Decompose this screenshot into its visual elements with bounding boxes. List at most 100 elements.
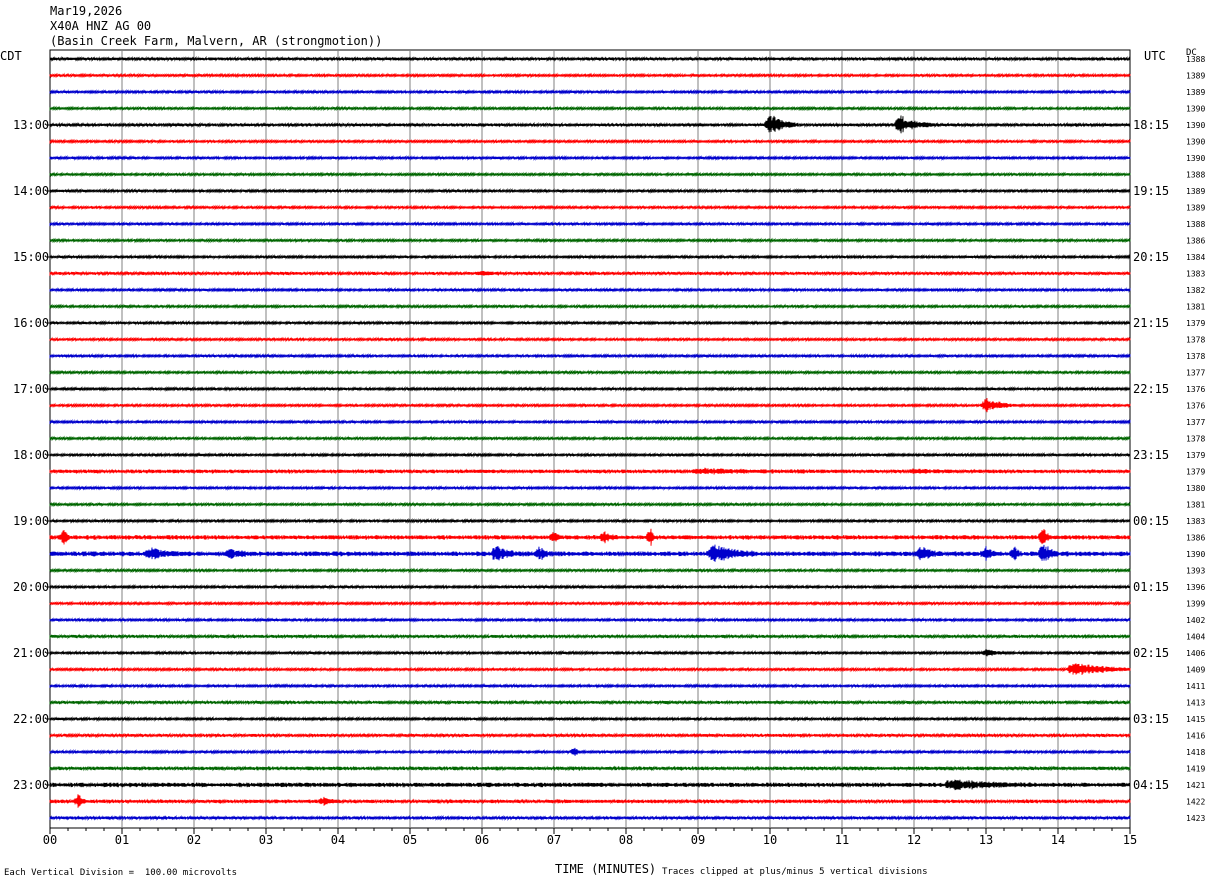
- dc-offset-value: 1399: [1186, 600, 1205, 609]
- dc-offset-value: 1388: [1186, 171, 1205, 180]
- utc-hour-label: 02:15: [1133, 646, 1169, 660]
- dc-offset-value: 1389: [1186, 72, 1205, 81]
- x-tick-label: 00: [43, 833, 57, 847]
- seismic-trace: [49, 451, 1131, 458]
- seismic-trace: [49, 501, 1131, 508]
- seismic-trace: [49, 567, 1131, 574]
- dc-offset-value: 1396: [1186, 583, 1205, 592]
- dc-offset-value: 1377: [1186, 369, 1205, 378]
- seismic-trace: [49, 600, 1131, 607]
- dc-offset-value: 1419: [1186, 765, 1205, 774]
- seismic-trace: [49, 528, 1131, 546]
- x-tick-label: 05: [403, 833, 417, 847]
- seismic-trace: [49, 682, 1131, 689]
- x-tick-label: 15: [1123, 833, 1137, 847]
- dc-offset-value: 1390: [1186, 154, 1205, 163]
- dc-offset-value: 1379: [1186, 468, 1205, 477]
- dc-offset-value: 1393: [1186, 567, 1205, 576]
- x-tick-label: 10: [763, 833, 777, 847]
- seismic-trace: [49, 253, 1131, 260]
- dc-offset-value: 1421: [1186, 781, 1205, 790]
- seismic-trace: [49, 237, 1131, 244]
- seismic-trace: [49, 397, 1131, 413]
- x-tick-label: 03: [259, 833, 273, 847]
- seismic-trace: [49, 663, 1131, 675]
- dc-offset-label: DC: [1186, 48, 1197, 58]
- seismic-trace: [49, 105, 1131, 112]
- utc-hour-label: 04:15: [1133, 778, 1169, 792]
- utc-hour-label: 22:15: [1133, 382, 1169, 396]
- dc-offset-value: 1402: [1186, 616, 1205, 625]
- seismic-trace: [49, 286, 1131, 293]
- seismic-trace: [49, 171, 1131, 178]
- dc-offset-value: 1379: [1186, 319, 1205, 328]
- local-hour-label: 17:00: [13, 382, 49, 396]
- seismic-trace: [49, 369, 1131, 376]
- utc-hour-label: 01:15: [1133, 580, 1169, 594]
- dc-offset-value: 1390: [1186, 138, 1205, 147]
- dc-offset-value: 1381: [1186, 501, 1205, 510]
- dc-offset-value: 1418: [1186, 748, 1205, 757]
- seismic-trace: [49, 385, 1131, 392]
- seismic-trace: [49, 220, 1131, 227]
- seismic-trace: [49, 72, 1131, 79]
- dc-offset-value: 1379: [1186, 451, 1205, 460]
- dc-offset-value: 1423: [1186, 814, 1205, 823]
- local-hour-label: 15:00: [13, 250, 49, 264]
- seismic-trace: [49, 649, 1131, 657]
- dc-offset-value: 1415: [1186, 715, 1205, 724]
- utc-hour-label: 19:15: [1133, 184, 1169, 198]
- dc-offset-value: 1386: [1186, 237, 1205, 246]
- seismic-trace: [49, 633, 1131, 640]
- dc-offset-value: 1413: [1186, 699, 1205, 708]
- dc-offset-value: 1389: [1186, 187, 1205, 196]
- clipping-note: Traces clipped at plus/minus 5 vertical …: [662, 867, 928, 877]
- seismic-trace: [49, 699, 1131, 706]
- utc-hour-label: 03:15: [1133, 712, 1169, 726]
- dc-offset-value: 1376: [1186, 385, 1205, 394]
- seismic-trace: [49, 418, 1131, 425]
- dc-offset-value: 1382: [1186, 286, 1205, 295]
- local-hour-label: 21:00: [13, 646, 49, 660]
- seismic-trace: [49, 319, 1131, 326]
- local-hour-label: 13:00: [13, 118, 49, 132]
- seismic-trace: [49, 138, 1131, 145]
- seismic-trace: [49, 616, 1131, 623]
- seismic-trace: [49, 435, 1131, 442]
- utc-time-zone-label: UTC: [1144, 49, 1166, 63]
- seismic-trace: [49, 544, 1131, 562]
- seismic-trace: [49, 583, 1131, 590]
- x-tick-label: 07: [547, 833, 561, 847]
- dc-offset-value: 1390: [1186, 550, 1205, 559]
- seismic-trace: [49, 484, 1131, 492]
- station-location: (Basin Creek Farm, Malvern, AR (strongmo…: [50, 34, 383, 48]
- dc-offset-value: 1390: [1186, 121, 1205, 130]
- local-hour-label: 23:00: [13, 778, 49, 792]
- dc-offset-value: 1386: [1186, 534, 1205, 543]
- dc-offset-value: 1378: [1186, 435, 1205, 444]
- seismic-trace: [49, 352, 1131, 359]
- vertical-division-note: Each Vertical Division = 100.00 microvol…: [4, 868, 237, 878]
- x-tick-label: 11: [835, 833, 849, 847]
- dc-offset-value: 1380: [1186, 484, 1205, 493]
- utc-hour-label: 00:15: [1133, 514, 1169, 528]
- local-hour-label: 22:00: [13, 712, 49, 726]
- x-tick-label: 02: [187, 833, 201, 847]
- seismic-trace: [49, 467, 1131, 475]
- x-tick-label: 04: [331, 833, 345, 847]
- x-tick-label: 14: [1051, 833, 1065, 847]
- x-tick-label: 08: [619, 833, 633, 847]
- seismic-trace: [49, 154, 1131, 162]
- dc-offset-value: 1383: [1186, 270, 1205, 279]
- seismic-trace: [49, 794, 1131, 808]
- utc-hour-label: 20:15: [1133, 250, 1169, 264]
- station-code: X40A HNZ AG 00: [50, 19, 152, 33]
- utc-hour-label: 21:15: [1133, 316, 1169, 330]
- local-hour-label: 18:00: [13, 448, 49, 462]
- seismic-trace: [49, 55, 1131, 63]
- dc-offset-value: 1390: [1186, 105, 1205, 114]
- seismic-trace: [49, 715, 1131, 723]
- local-hour-label: 14:00: [13, 184, 49, 198]
- utc-hour-label: 18:15: [1133, 118, 1169, 132]
